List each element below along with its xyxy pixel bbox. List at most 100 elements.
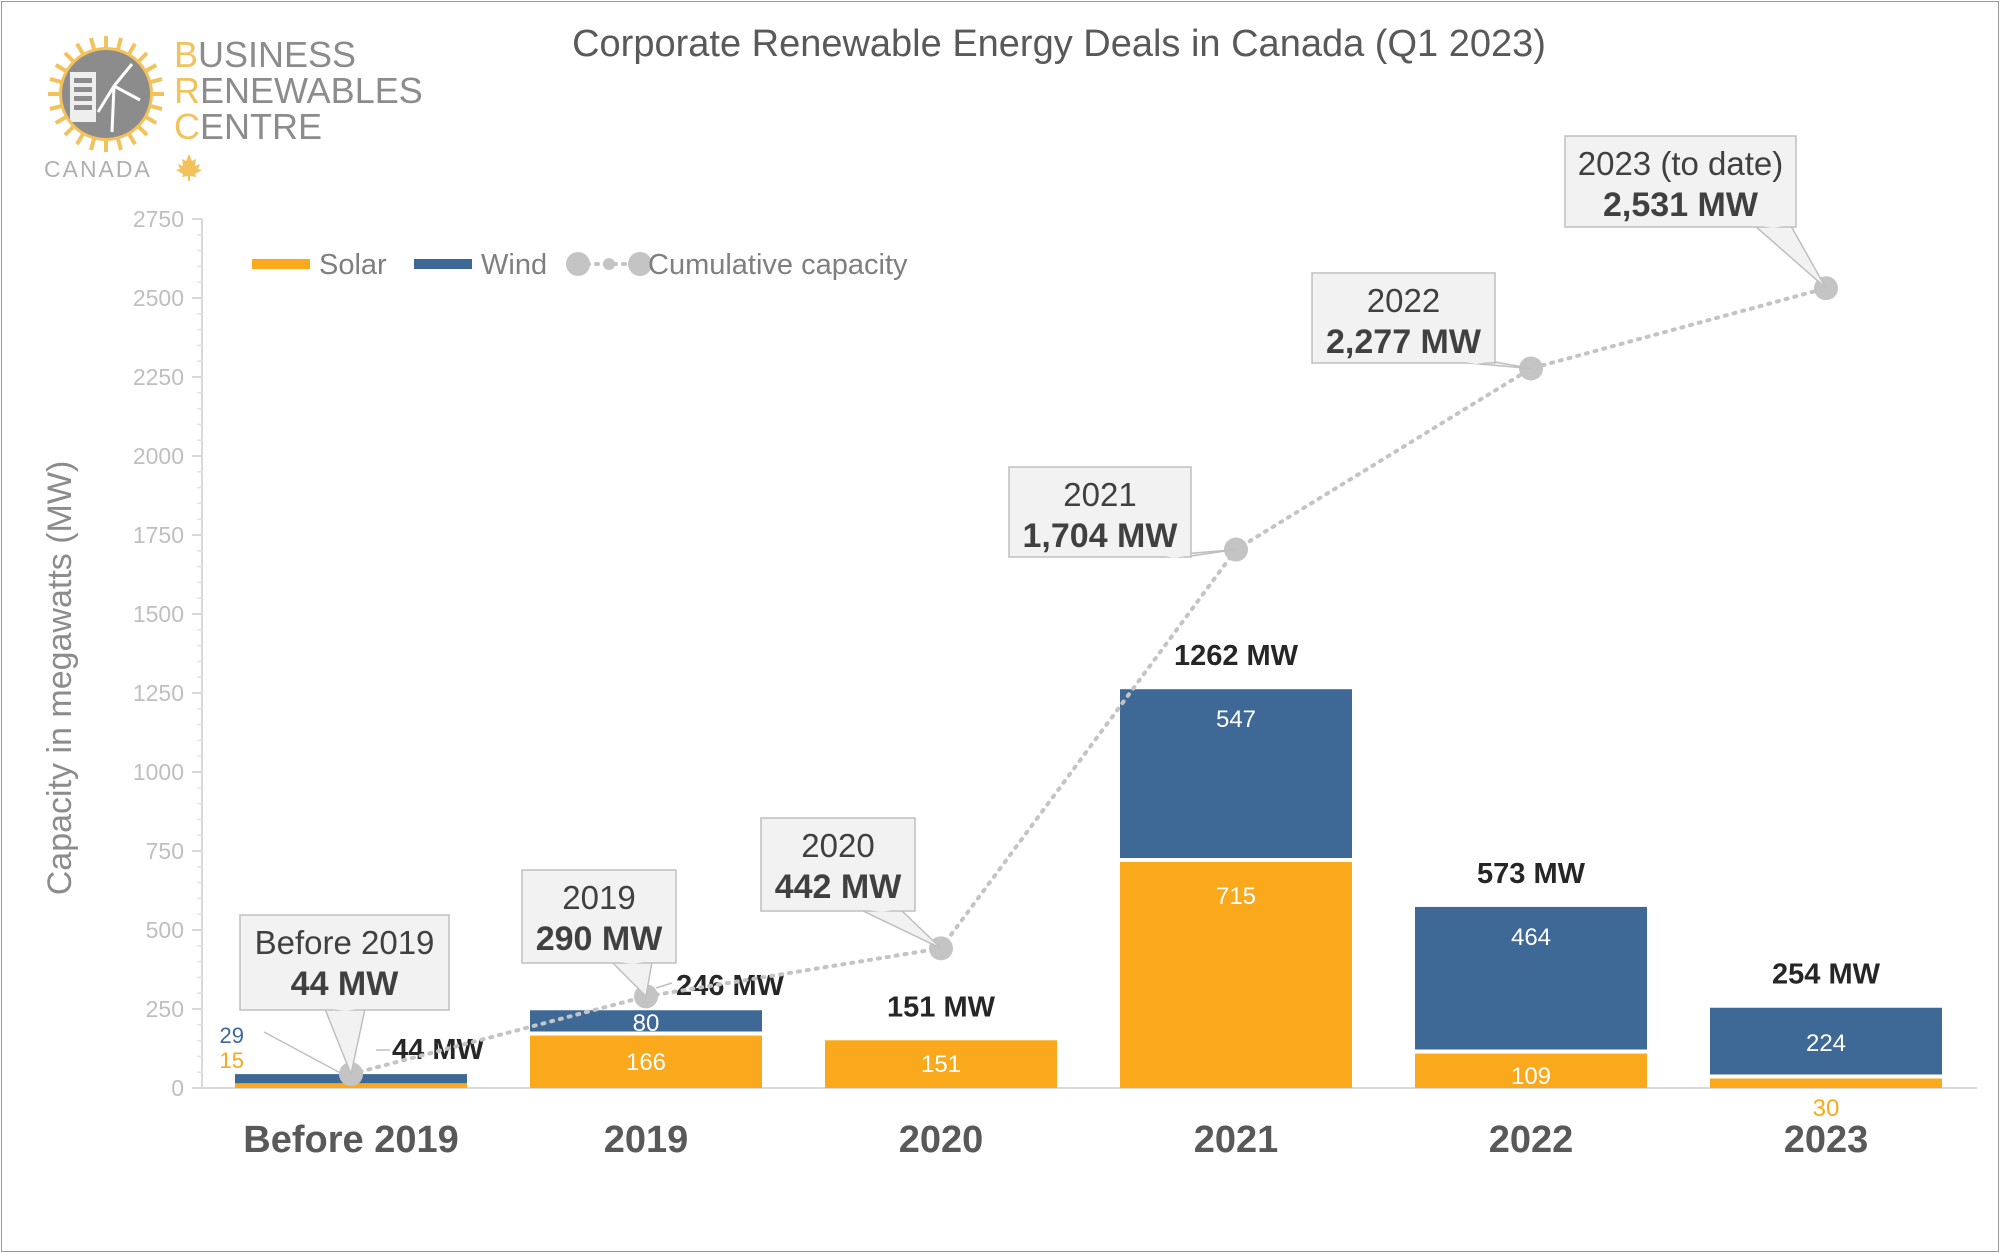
solar-value-label: 166 bbox=[626, 1049, 666, 1076]
sun-ray-icon bbox=[115, 137, 123, 151]
callout-year: 2023 (to date) bbox=[1578, 145, 1783, 182]
y-tick-label: 500 bbox=[146, 917, 184, 943]
callout-pointer bbox=[1753, 225, 1827, 289]
sun-ray-icon bbox=[89, 137, 97, 151]
sun-ray-icon bbox=[63, 51, 75, 63]
solar-bar bbox=[1415, 1053, 1647, 1088]
wind-bar bbox=[530, 1010, 762, 1032]
x-tick-label: 2021 bbox=[1194, 1119, 1279, 1161]
wind-value-label: 547 bbox=[1216, 706, 1256, 733]
callout-pointer-mask bbox=[862, 909, 900, 912]
chart-title: Corporate Renewable Energy Deals in Cana… bbox=[572, 23, 1546, 65]
logo-line-1: BUSINESS bbox=[174, 34, 356, 75]
callout-value: 442 MW bbox=[775, 868, 902, 906]
y-tick-label: 250 bbox=[146, 996, 184, 1022]
logo-country: CANADA bbox=[44, 156, 152, 182]
cumulative-callout: 2019 290 MW bbox=[521, 869, 677, 998]
sun-ray-icon bbox=[144, 115, 158, 125]
wind-bar bbox=[1415, 906, 1647, 1050]
sun-ray-icon bbox=[149, 103, 163, 111]
y-tick-label: 1500 bbox=[133, 601, 184, 627]
callout-pointer bbox=[610, 961, 653, 998]
sun-ray-icon bbox=[49, 77, 63, 85]
sun-ray-icon bbox=[127, 42, 137, 56]
wind-value-label: 80 bbox=[633, 1010, 660, 1037]
callout-pointer bbox=[860, 909, 942, 950]
callout-box bbox=[239, 914, 450, 1011]
callout-pointer-mask bbox=[1160, 555, 1190, 558]
logo-line-3: CENTRE bbox=[174, 106, 322, 147]
cumulative-callout: 2021 1,704 MW bbox=[1008, 466, 1237, 558]
y-tick-label: 2750 bbox=[133, 206, 184, 232]
callout-box bbox=[1311, 272, 1496, 364]
sun-ray-icon bbox=[127, 132, 137, 146]
legend: Solar Wind Cumulative capacity bbox=[252, 249, 908, 281]
callout-value: 2,531 MW bbox=[1603, 186, 1759, 224]
solar-bar bbox=[530, 1035, 762, 1088]
callout-box bbox=[1008, 466, 1192, 558]
x-tick-label: 2022 bbox=[1489, 1119, 1574, 1161]
sun-ray-icon bbox=[115, 37, 123, 51]
sun-ray-icon bbox=[137, 51, 149, 63]
label-leader-line bbox=[655, 982, 673, 989]
solar-bar bbox=[1710, 1078, 1942, 1088]
y-tick-label: 2500 bbox=[133, 285, 184, 311]
callout-box bbox=[760, 817, 916, 912]
x-tick-label: Before 2019 bbox=[243, 1119, 458, 1161]
x-tick-label: 2019 bbox=[604, 1119, 689, 1161]
wind-bar bbox=[1710, 1007, 1942, 1075]
cumulative-callouts: Before 2019 44 MW 2019 290 MW 2020 442 MW 2021… bbox=[239, 135, 1827, 1077]
cumulative-callout: 2020 442 MW bbox=[760, 817, 942, 950]
bar-total-label: 246 MW bbox=[676, 970, 785, 1002]
callout-year: 2019 bbox=[562, 879, 635, 916]
sun-ray-icon bbox=[137, 125, 149, 137]
legend-cumulative-point bbox=[566, 252, 590, 276]
y-axis-label: Capacity in megawatts (MW) bbox=[41, 461, 79, 896]
x-tick-label: 2023 bbox=[1784, 1119, 1869, 1161]
sun-ray-icon bbox=[54, 115, 68, 125]
sun-rays-icon bbox=[48, 36, 164, 152]
callout-pointer-mask bbox=[1458, 361, 1494, 364]
bar-total-label: 151 MW bbox=[887, 991, 996, 1023]
solar-bar bbox=[1120, 862, 1352, 1088]
callout-year: Before 2019 bbox=[255, 924, 435, 961]
y-axis: 0 250 500 750 1000 1250 1500 1750 2000 2250 2500 27… bbox=[133, 206, 1977, 1161]
callout-year: 2022 bbox=[1367, 282, 1440, 319]
label-leader-line bbox=[263, 1031, 349, 1078]
callout-year: 2020 bbox=[801, 827, 874, 864]
callout-year: 2021 bbox=[1063, 476, 1136, 513]
sun-ray-icon bbox=[49, 103, 63, 111]
callout-pointer-mask bbox=[613, 961, 651, 964]
legend-cumulative-point bbox=[628, 252, 652, 276]
y-tick-label: 2000 bbox=[133, 443, 184, 469]
sun-ray-icon bbox=[144, 63, 158, 73]
solar-value-label: 15 bbox=[220, 1048, 244, 1073]
callout-pointer-mask bbox=[326, 1008, 364, 1011]
solar-bar bbox=[825, 1040, 1057, 1088]
legend-solar-swatch bbox=[252, 259, 310, 269]
solar-value-label: 715 bbox=[1216, 883, 1256, 910]
callout-box bbox=[1564, 135, 1797, 228]
legend-cumulative-point bbox=[603, 258, 615, 270]
legend-cumulative-label: Cumulative capacity bbox=[648, 249, 908, 281]
callout-box bbox=[521, 869, 677, 964]
wind-value-label: 29 bbox=[220, 1023, 244, 1048]
legend-wind-swatch bbox=[414, 259, 472, 269]
sun-ray-icon bbox=[89, 37, 97, 51]
building-turbine-icon bbox=[70, 63, 141, 133]
x-tick-label: 2020 bbox=[899, 1119, 984, 1161]
bar-total-label: 573 MW bbox=[1477, 858, 1586, 890]
callout-value: 44 MW bbox=[291, 965, 400, 1003]
legend-wind-label: Wind bbox=[481, 249, 547, 281]
callout-value: 290 MW bbox=[536, 920, 663, 958]
y-tick-label: 750 bbox=[146, 838, 184, 864]
y-tick-label: 1250 bbox=[133, 680, 184, 706]
wind-bar bbox=[1120, 689, 1352, 859]
cumulative-callout: 2022 2,277 MW bbox=[1311, 272, 1532, 370]
y-tick-label: 0 bbox=[171, 1075, 184, 1101]
legend-solar-label: Solar bbox=[319, 249, 387, 281]
sun-ray-icon bbox=[149, 77, 163, 85]
logo-line-2: RENEWABLES bbox=[174, 70, 423, 111]
